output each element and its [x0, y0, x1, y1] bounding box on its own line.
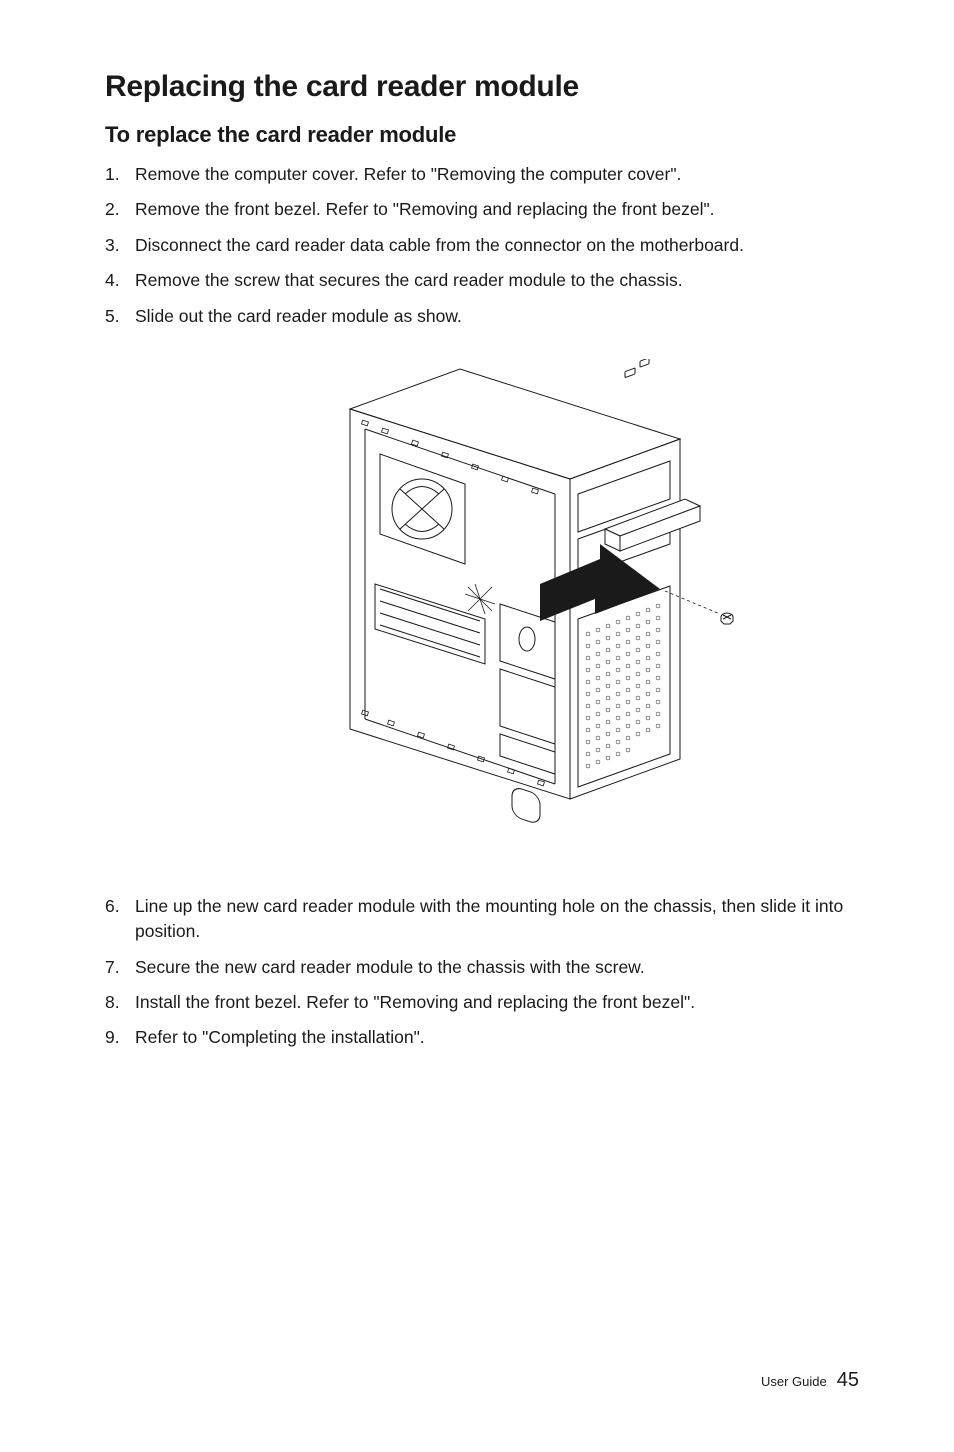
step-item: Disconnect the card reader data cable fr…	[105, 233, 864, 258]
step-item: Refer to "Completing the installation".	[105, 1025, 864, 1050]
step-item: Install the front bezel. Refer to "Remov…	[105, 990, 864, 1015]
page-footer: User Guide 45	[761, 1369, 859, 1392]
steps-list-before: Remove the computer cover. Refer to "Rem…	[105, 162, 864, 329]
step-item: Slide out the card reader module as show…	[105, 304, 864, 329]
page-heading: Replacing the card reader module	[105, 70, 864, 104]
page-number: 45	[837, 1369, 859, 1392]
footer-label: User Guide	[761, 1374, 827, 1389]
diagram-container	[105, 359, 864, 859]
step-item: Secure the new card reader module to the…	[105, 955, 864, 980]
screw-icon	[721, 613, 733, 624]
section-subheading: To replace the card reader module	[105, 122, 864, 148]
chassis-diagram	[220, 359, 750, 859]
step-item: Remove the computer cover. Refer to "Rem…	[105, 162, 864, 187]
slide-out-arrow-icon	[540, 544, 660, 621]
step-item: Remove the screw that secures the card r…	[105, 268, 864, 293]
step-item: Line up the new card reader module with …	[105, 894, 864, 945]
step-item: Remove the front bezel. Refer to "Removi…	[105, 197, 864, 222]
steps-list-after: Line up the new card reader module with …	[105, 894, 864, 1051]
